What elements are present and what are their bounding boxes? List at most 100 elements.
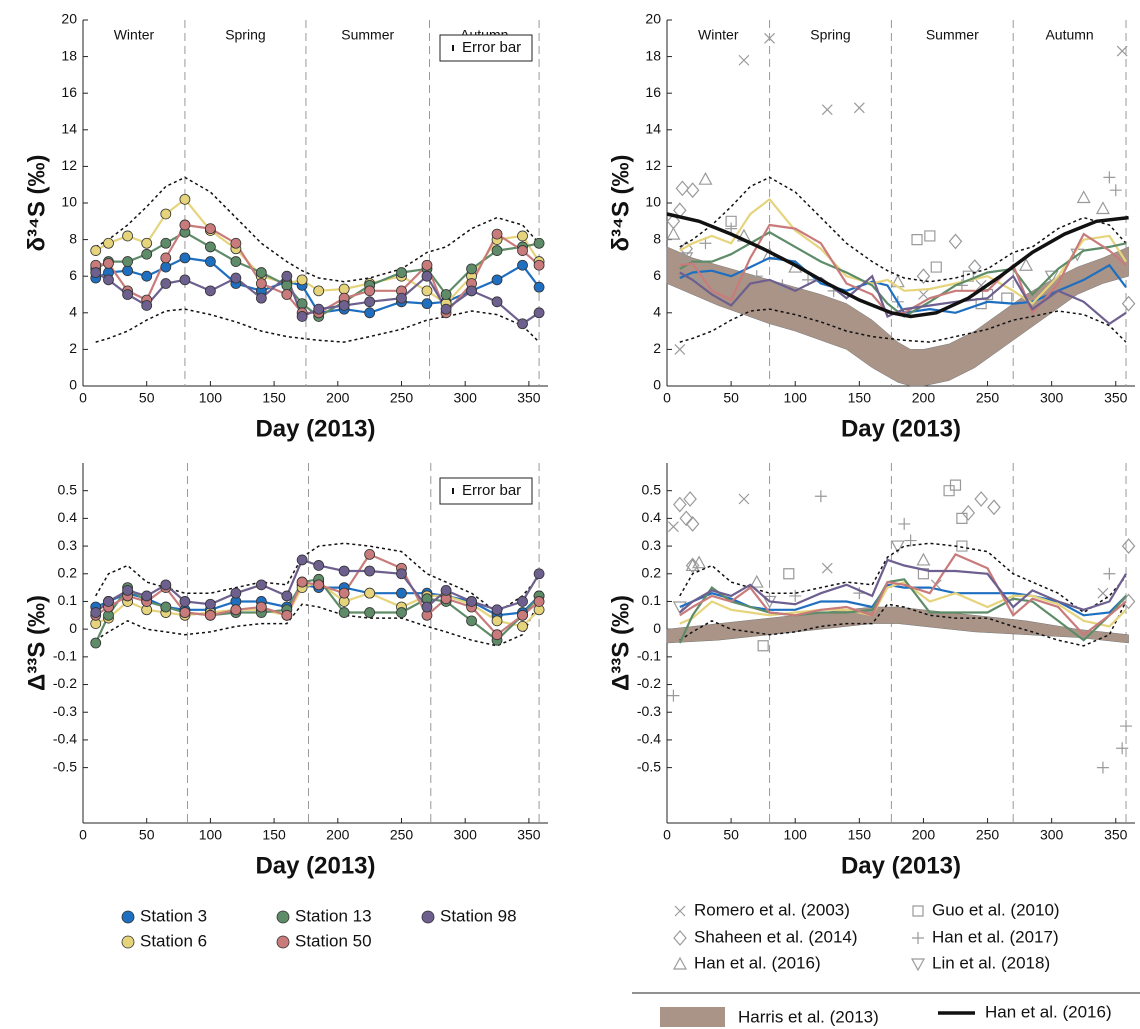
y-tick-label: 18 — [61, 47, 77, 63]
station-point — [491, 629, 503, 641]
station-point — [364, 307, 376, 319]
season-label: Winter — [698, 27, 739, 43]
y-tick-label: 4 — [653, 304, 661, 320]
station-point — [141, 590, 153, 602]
y-tick-label: 0.1 — [58, 592, 78, 608]
station-point — [160, 601, 172, 613]
station-point — [396, 587, 407, 599]
station-point — [255, 601, 267, 613]
station-point — [230, 237, 242, 249]
station-point — [204, 609, 216, 621]
y-tick-label: -0.4 — [53, 731, 77, 747]
station-point — [421, 259, 433, 271]
error-bar-box — [439, 477, 533, 505]
literature-point — [692, 268, 706, 285]
y-tick-label: 0 — [69, 377, 77, 393]
y-tick-label: -0.1 — [53, 648, 77, 664]
y-tick-label: 0.3 — [642, 537, 662, 553]
literature-point — [821, 104, 833, 116]
station-point — [517, 230, 528, 242]
station-point — [396, 568, 407, 580]
legend-label: Han et al. (2017) — [932, 927, 1059, 946]
station-point — [440, 289, 452, 300]
legend-marker — [673, 930, 687, 946]
station-point — [338, 300, 350, 311]
error-bar-box — [439, 34, 533, 62]
station-point — [103, 257, 114, 269]
station-point — [281, 279, 293, 291]
station-point — [338, 283, 350, 295]
station-point — [103, 596, 114, 607]
literature-point — [1001, 292, 1013, 304]
literature-point — [673, 496, 687, 513]
station-point — [204, 241, 216, 253]
y-tick-label: 16 — [61, 84, 77, 100]
station-point — [421, 270, 433, 282]
station-point — [281, 609, 293, 621]
station-point — [281, 590, 293, 602]
literature-point — [757, 640, 769, 652]
station-point — [517, 259, 528, 271]
literature-point — [698, 171, 713, 185]
station-point — [533, 259, 545, 271]
station-point — [103, 274, 114, 286]
station-point — [466, 596, 477, 607]
y-tick-label: -0.5 — [53, 758, 77, 774]
literature-point — [783, 568, 795, 580]
envelope-line — [95, 176, 540, 283]
station-line — [679, 553, 1127, 637]
y-tick-label: 0.4 — [58, 509, 78, 525]
y-tick-label: 8 — [653, 230, 661, 246]
station-point — [122, 289, 133, 300]
literature-point — [1103, 171, 1116, 184]
station-point — [338, 587, 350, 599]
station-point — [421, 601, 433, 613]
station-point — [179, 193, 191, 205]
season-label: Spring — [810, 27, 850, 43]
station-point — [491, 615, 503, 627]
envelope-line — [679, 308, 1127, 343]
station-line — [679, 583, 1127, 617]
station-point — [122, 256, 133, 267]
error-bar-label: Error bar — [462, 39, 521, 56]
literature-point — [987, 499, 1001, 516]
x-tick-label: 200 — [326, 390, 350, 406]
station-point — [179, 596, 191, 607]
literature-point — [685, 558, 700, 572]
y-tick-label: 12 — [61, 157, 77, 173]
band-area — [666, 246, 1129, 387]
envelope-line — [679, 542, 1127, 614]
x-tick-label: 250 — [390, 390, 414, 406]
y-tick-label: 2 — [653, 340, 661, 356]
literature-point — [949, 479, 962, 491]
y-tick-label: -0.1 — [637, 648, 661, 664]
legend-swatch — [660, 1007, 725, 1027]
y-tick-label: 14 — [61, 121, 77, 137]
y-tick-label: 0 — [653, 620, 661, 636]
season-label: Autumn — [1045, 27, 1093, 43]
envelope-line — [679, 601, 1127, 647]
station-point — [491, 274, 503, 286]
legend-label: Station 13 — [295, 906, 372, 925]
station-point — [204, 285, 216, 297]
legend-label: Station 50 — [295, 931, 372, 950]
station-point — [421, 285, 433, 297]
x-tick-label: 0 — [663, 827, 671, 843]
station-point — [313, 560, 325, 571]
literature-point — [679, 252, 694, 266]
literature-point — [667, 521, 679, 533]
literature-point — [1109, 184, 1122, 197]
legend-marker — [674, 905, 686, 917]
literature-point — [666, 226, 681, 240]
literature-point — [672, 601, 687, 615]
station-point — [281, 270, 293, 282]
station-point — [533, 307, 545, 319]
station-point — [160, 278, 172, 289]
error-bar-label: Error bar — [462, 482, 521, 499]
x-tick-label: 150 — [262, 827, 286, 843]
legend-marker — [912, 905, 924, 917]
station-point — [141, 248, 153, 260]
y-tick-label: 0.3 — [58, 537, 78, 553]
x-tick-label: 350 — [517, 827, 541, 843]
literature-point — [675, 180, 690, 197]
